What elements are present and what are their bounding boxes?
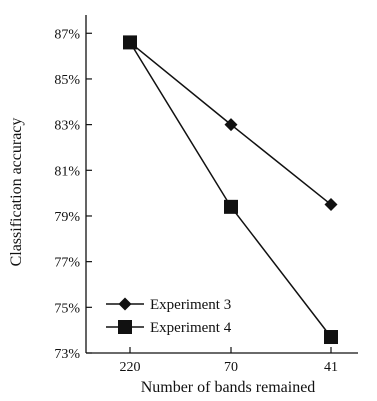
y-tick-label: 81% bbox=[54, 164, 80, 179]
legend-label: Experiment 4 bbox=[150, 320, 232, 336]
legend: Experiment 3 Experiment 4 bbox=[106, 297, 232, 336]
y-tick-label: 73% bbox=[54, 347, 80, 362]
data-point bbox=[224, 118, 238, 132]
y-tick-label: 79% bbox=[54, 210, 80, 225]
legend-marker bbox=[118, 320, 132, 334]
y-tick-label: 77% bbox=[54, 256, 80, 271]
data-point bbox=[324, 198, 338, 212]
x-tick-label: 41 bbox=[324, 360, 338, 375]
axes bbox=[85, 15, 358, 354]
y-tick-label: 85% bbox=[54, 73, 80, 88]
y-tick-label: 87% bbox=[54, 27, 80, 42]
y-axis-ticks: 73% 75% 77% 79% 81% 83% 85% 87% bbox=[54, 27, 92, 362]
series-2 bbox=[123, 35, 338, 345]
data-point bbox=[324, 330, 338, 345]
legend-item: Experiment 3 bbox=[106, 297, 231, 313]
data-point bbox=[224, 199, 238, 214]
x-axis-ticks: 220 70 41 bbox=[120, 347, 338, 375]
x-tick-label: 220 bbox=[120, 360, 141, 375]
x-axis-title: Number of bands remained bbox=[141, 379, 316, 396]
series-line bbox=[129, 42, 332, 338]
legend-label: Experiment 3 bbox=[150, 297, 231, 313]
series-1 bbox=[123, 35, 338, 212]
data-point bbox=[123, 35, 137, 50]
y-tick-label: 75% bbox=[54, 301, 80, 316]
series-lines bbox=[123, 35, 338, 345]
x-tick-label: 70 bbox=[224, 360, 238, 375]
y-tick-label: 83% bbox=[54, 119, 80, 134]
y-axis-title: Classification accuracy bbox=[8, 118, 25, 267]
legend-item: Experiment 4 bbox=[106, 320, 232, 336]
legend-marker bbox=[118, 297, 132, 311]
